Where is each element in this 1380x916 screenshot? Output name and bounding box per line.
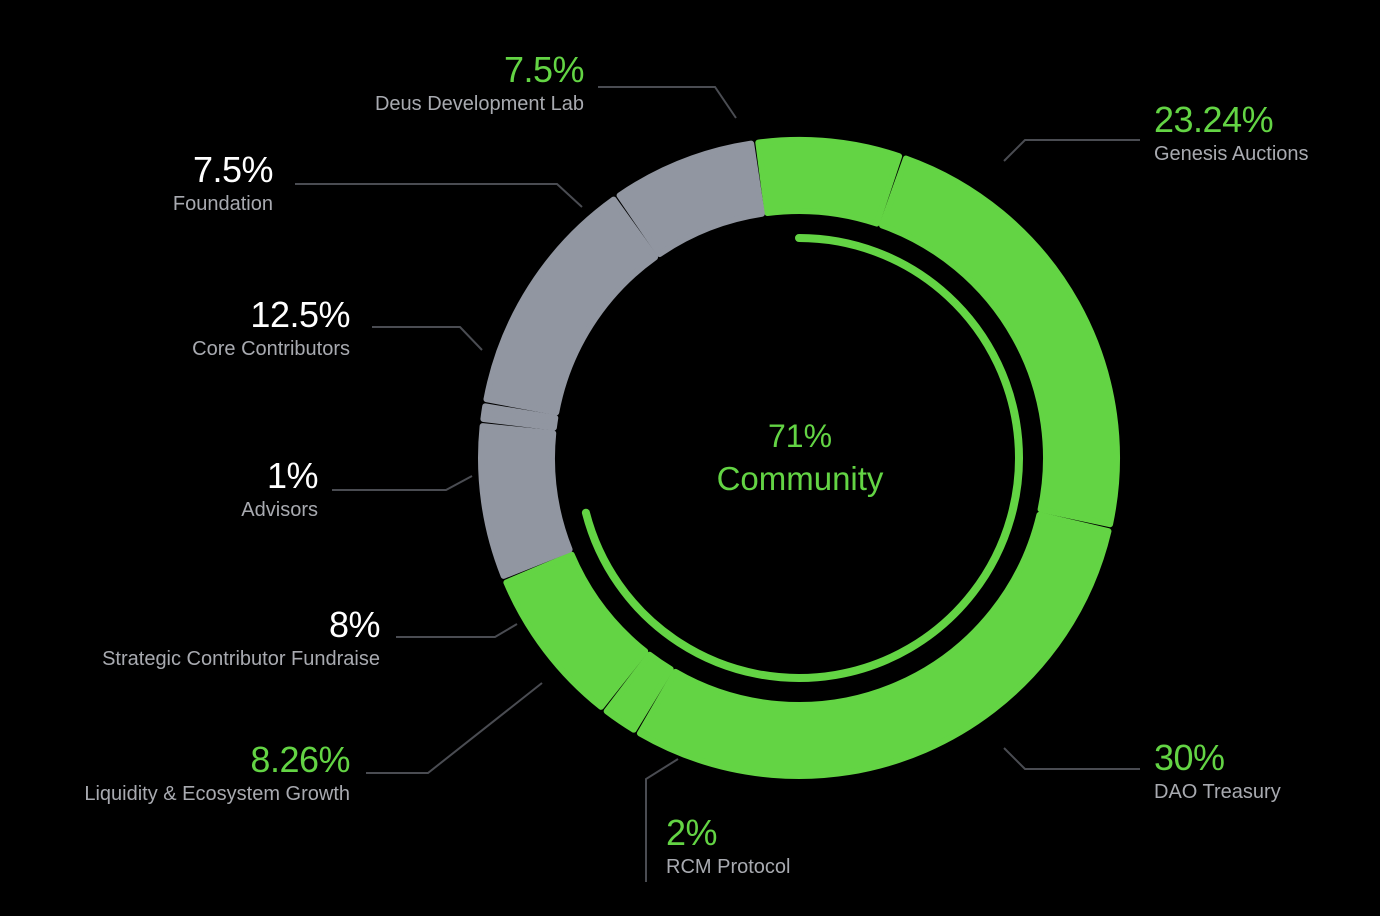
label-liquidity-ecosystem-growth: 8.26% Liquidity & Ecosystem Growth bbox=[84, 739, 350, 805]
leader-line-deus-development-lab bbox=[598, 86, 737, 119]
center-label-text: Community bbox=[716, 460, 884, 497]
slice-value-text: 2% bbox=[666, 812, 718, 853]
community-inner-arc bbox=[581, 234, 1023, 682]
slice-name-text: Liquidity & Ecosystem Growth bbox=[84, 783, 350, 805]
slice-name-text: RCM Protocol bbox=[666, 856, 791, 878]
donut-slice-strategic-contributor-fundraise bbox=[478, 423, 573, 579]
label-deus-development-lab: 7.5% Deus Development Lab bbox=[374, 49, 585, 115]
center-label: Community bbox=[700, 462, 900, 495]
leader-line-advisors bbox=[332, 475, 473, 491]
slice-name-text: Deus Development Lab bbox=[374, 93, 584, 115]
label-strategic-contributor-fundraise: 8% Strategic Contributor Fundraise bbox=[102, 604, 381, 670]
leader-line-liquidity-ecosystem-growth bbox=[366, 682, 543, 774]
slice-value-text: 8% bbox=[328, 604, 381, 645]
label-advisors: 1% Advisors bbox=[241, 455, 319, 521]
donut-slice-foundation bbox=[616, 140, 765, 258]
leader-line-genesis-auctions bbox=[1003, 139, 1140, 162]
slice-value-text: 1% bbox=[266, 455, 319, 496]
label-rcm-protocol: 2% RCM Protocol bbox=[666, 812, 791, 878]
slice-name-text: Strategic Contributor Fundraise bbox=[102, 648, 380, 670]
slice-value-text: 8.26% bbox=[250, 739, 350, 780]
slice-name-text: Core Contributors bbox=[192, 338, 350, 360]
leader-line-foundation bbox=[295, 183, 583, 208]
donut-slice-core-contributors bbox=[483, 196, 659, 416]
center-value: 71% bbox=[700, 420, 900, 452]
center-value-text: 71% bbox=[767, 418, 833, 454]
slice-name-text: DAO Treasury bbox=[1154, 781, 1281, 803]
leader-line-dao-treasury bbox=[1003, 747, 1140, 770]
slice-name-text: Advisors bbox=[241, 499, 318, 521]
label-dao-treasury: 30% DAO Treasury bbox=[1154, 737, 1281, 803]
label-genesis-auctions: 23.24% Genesis Auctions bbox=[1154, 99, 1309, 165]
donut-slice-rcm-protocol bbox=[603, 651, 674, 733]
donut-slice-advisors bbox=[480, 403, 559, 431]
donut-slice-deus-development-lab bbox=[755, 137, 903, 227]
slice-name-text: Genesis Auctions bbox=[1154, 143, 1309, 165]
donut-slice-dao-treasury bbox=[636, 511, 1112, 779]
label-foundation: 7.5% Foundation bbox=[172, 149, 274, 215]
slice-name-text: Foundation bbox=[172, 193, 273, 215]
slice-value-text: 23.24% bbox=[1154, 99, 1274, 140]
donut-slice-liquidity-ecosystem-growth bbox=[503, 551, 649, 710]
label-core-contributors: 12.5% Core Contributors bbox=[192, 294, 350, 360]
leader-line-core-contributors bbox=[372, 326, 483, 351]
slice-value-text: 7.5% bbox=[503, 49, 585, 90]
donut-slice-genesis-auctions bbox=[879, 155, 1120, 528]
leader-line-strategic-contributor-fundraise bbox=[396, 623, 518, 638]
slice-value-text: 12.5% bbox=[250, 294, 350, 335]
slice-value-text: 30% bbox=[1154, 737, 1225, 778]
slice-value-text: 7.5% bbox=[192, 149, 274, 190]
leader-line-rcm-protocol bbox=[645, 758, 679, 882]
